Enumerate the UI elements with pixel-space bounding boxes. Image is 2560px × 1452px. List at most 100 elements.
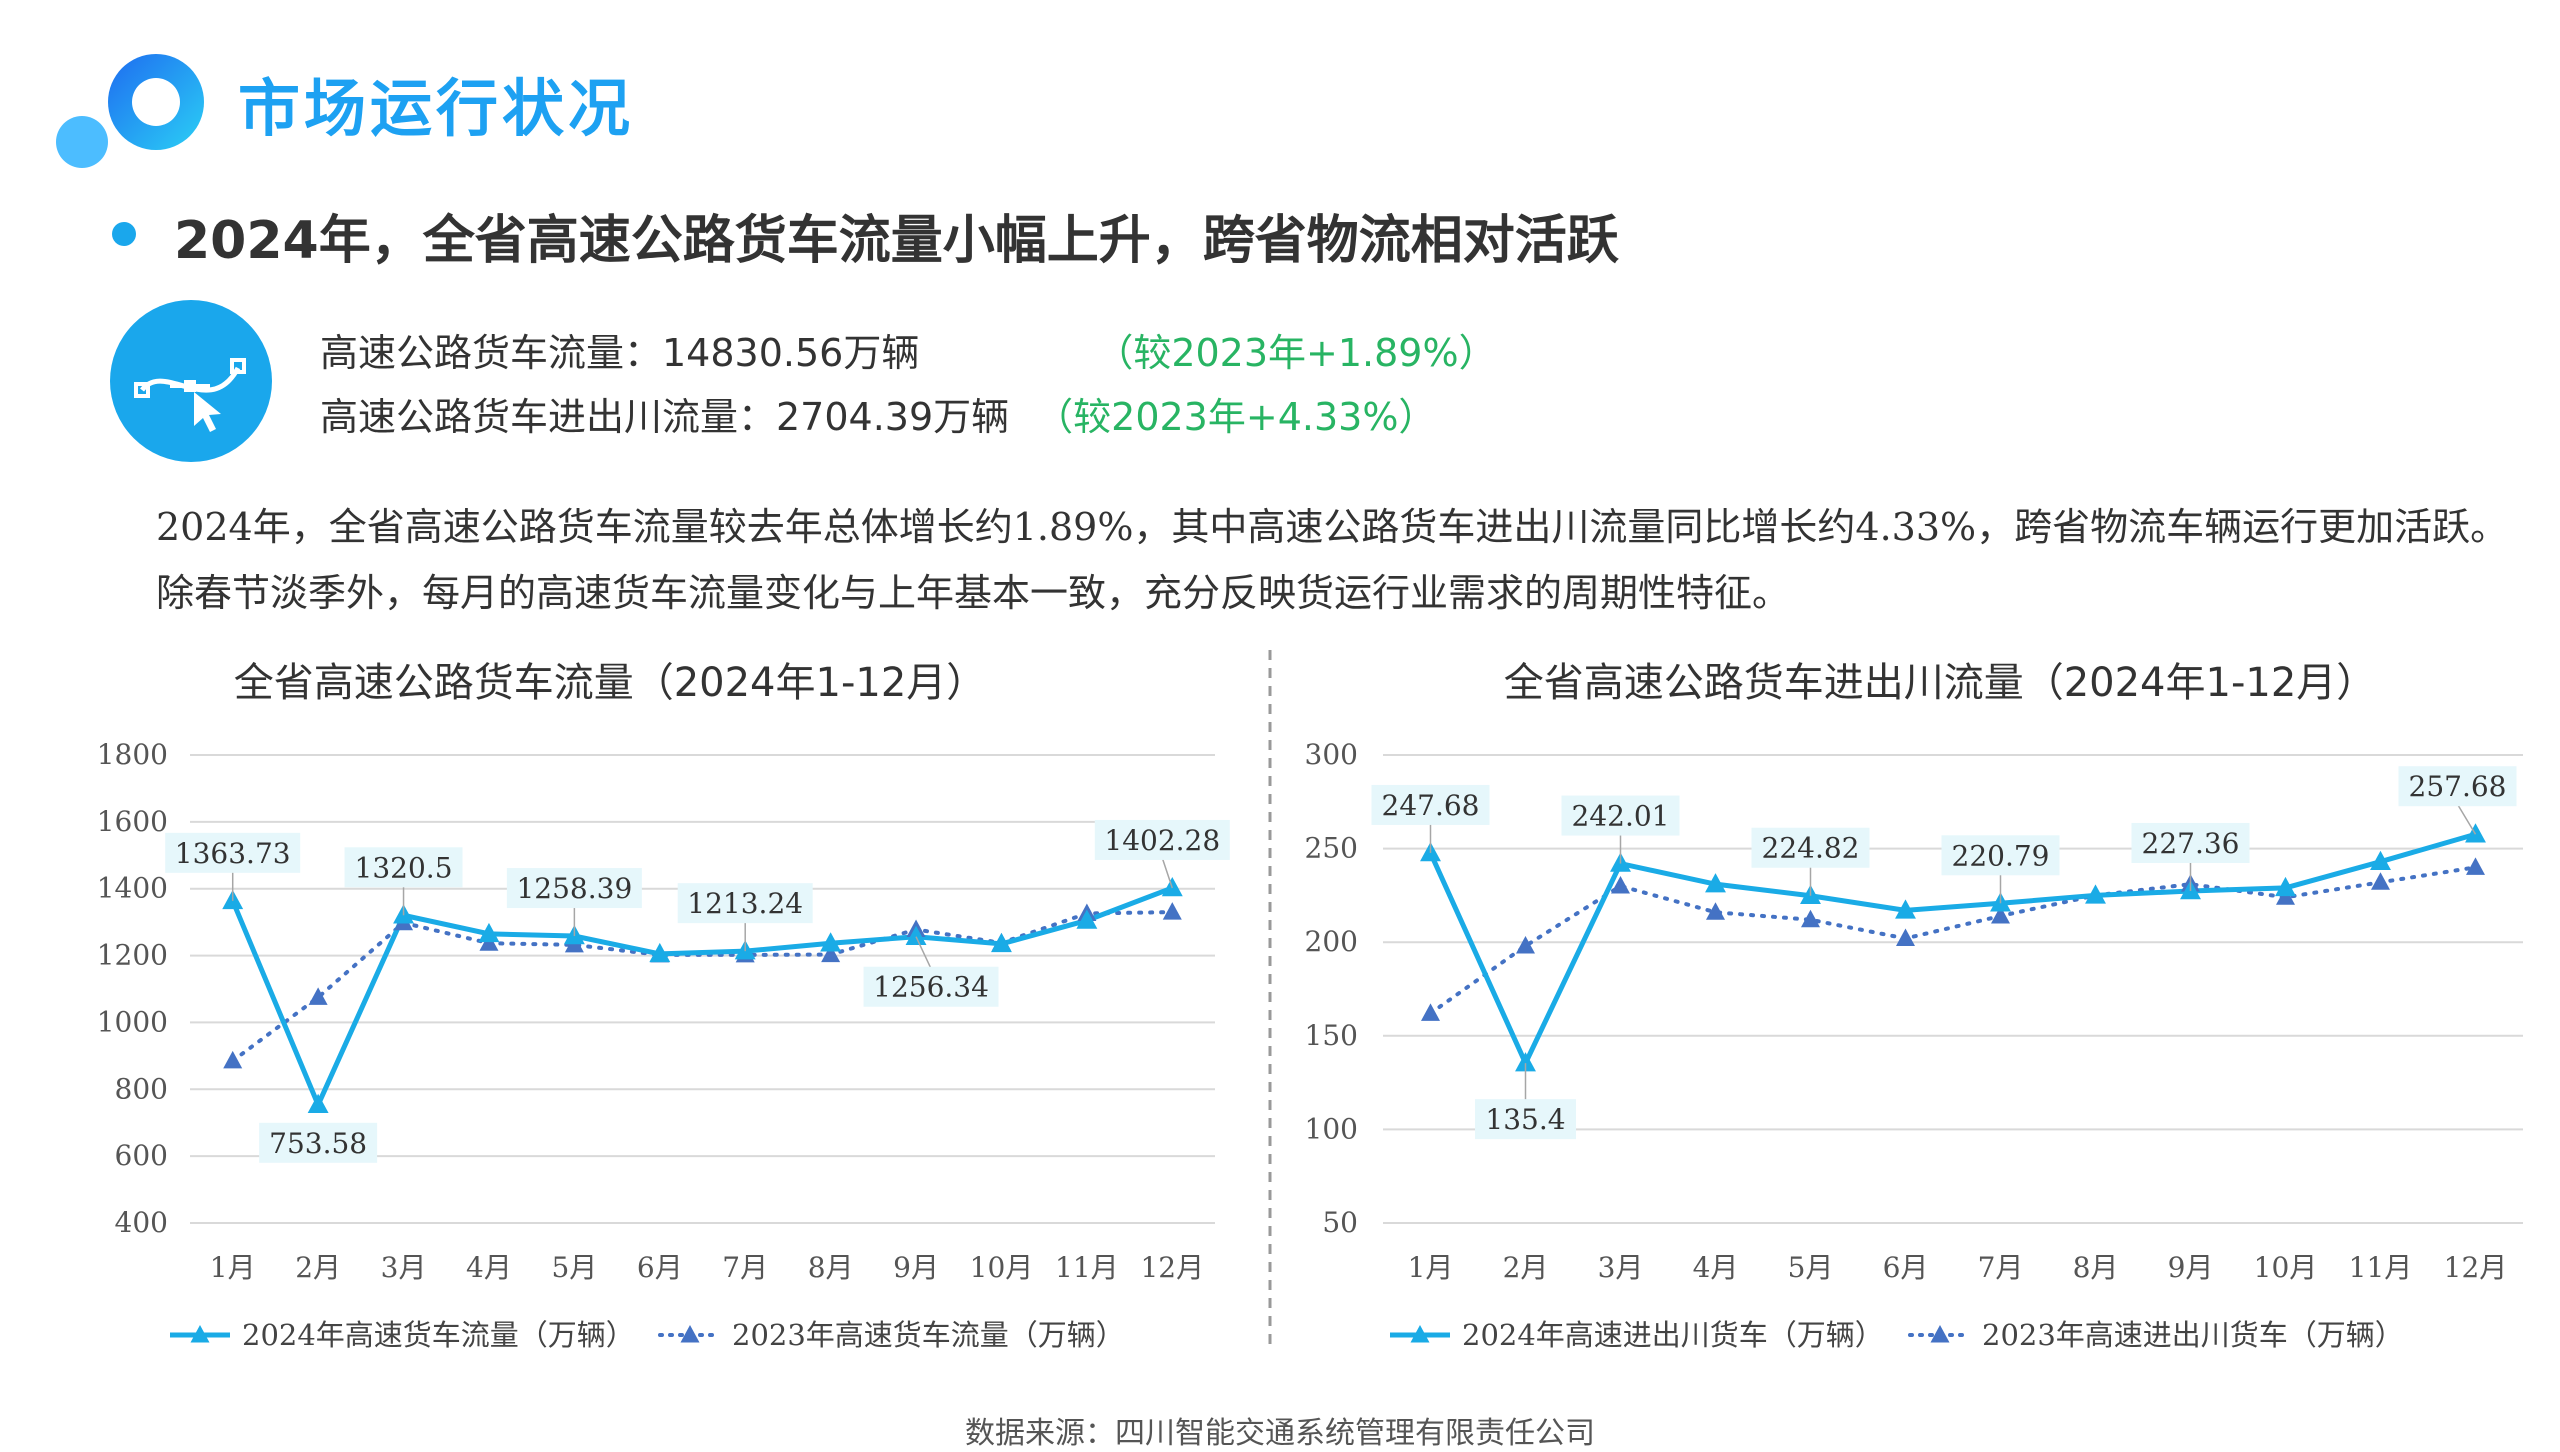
x-tick-label: 9月	[893, 1251, 939, 1284]
data-label: 227.36	[2142, 827, 2240, 860]
page-title: 市场运行状况	[238, 72, 635, 145]
point-2024	[1515, 1052, 1536, 1072]
series-line-2024	[1428, 831, 2477, 1070]
y-tick-label: 250	[1305, 832, 1358, 865]
data-label: 1402.28	[1104, 824, 1220, 857]
data-label: 220.79	[1952, 839, 2050, 872]
data-label: 1256.34	[873, 971, 989, 1004]
legend-item: 2023年高速货车流量（万辆）	[658, 1318, 1125, 1352]
legend-label: 2023年高速货车流量（万辆）	[732, 1318, 1125, 1352]
series-line-2024	[230, 885, 1174, 1112]
data-label-bg	[1561, 795, 1680, 836]
point-2023	[223, 1050, 243, 1069]
y-tick-label: 600	[115, 1139, 168, 1172]
x-tick-label: 2月	[1503, 1251, 1549, 1284]
x-tick-label: 6月	[1883, 1251, 1929, 1284]
point-2023	[1801, 909, 1820, 928]
point-2023	[821, 944, 841, 963]
stat-cross-label: 高速公路货车进出川流量：2704.39万辆	[320, 395, 1010, 439]
data-label: 1363.73	[175, 837, 291, 870]
x-tick-label: 10月	[970, 1251, 1034, 1284]
legend-label: 2024年高速进出川货车（万辆）	[1462, 1318, 1884, 1352]
data-label: 1258.39	[516, 872, 632, 905]
chart-divider	[1268, 650, 1272, 1350]
label-leader	[915, 936, 932, 970]
data-label: 224.82	[1762, 832, 1860, 865]
point-2023	[1162, 902, 1182, 920]
point-2023	[2371, 872, 2390, 890]
x-tick-label: 8月	[2073, 1251, 2119, 1284]
x-tick-label: 7月	[1978, 1251, 2024, 1284]
label-leader	[2456, 803, 2477, 835]
section-subtitle: 2024年，全省高速公路货车流量小幅上升，跨省物流相对活跃	[174, 211, 1619, 271]
point-2023	[2466, 857, 2485, 875]
x-tick-label: 10月	[2254, 1251, 2318, 1284]
legend-marker-icon	[1930, 1325, 1950, 1343]
x-tick-label: 9月	[2168, 1251, 2214, 1284]
y-tick-label: 300	[1305, 738, 1358, 771]
summary-paragraph: 2024年，全省高速公路货车流量较去年总体增长约1.89%，其中高速公路货车进出…	[156, 505, 2509, 615]
y-tick-label: 200	[1305, 925, 1358, 958]
chart-title: 全省高速公路货车进出川流量（2024年1-12月）	[1504, 660, 2377, 706]
data-label: 257.68	[2409, 770, 2507, 803]
point-2024	[2275, 876, 2296, 897]
point-2024	[1705, 873, 1726, 893]
legend-marker-icon	[190, 1325, 210, 1343]
chart-total-flow: 全省高速公路货车流量（2024年1-12月） 1800 1600 1400 1200 10…	[97, 660, 1230, 1352]
data-label: 247.68	[1382, 789, 1480, 822]
x-tick-label: 1月	[1408, 1251, 1454, 1284]
data-label-bg	[506, 868, 642, 909]
point-2023	[1611, 876, 1630, 894]
y-tick-label: 1600	[97, 805, 168, 838]
point-2024	[1076, 909, 1098, 929]
point-2024	[2085, 884, 2106, 904]
y-tick-label: 100	[1305, 1112, 1358, 1145]
point-2023	[1516, 935, 1535, 954]
chart-cross-flow: 全省高速公路货车进出川流量（2024年1-12月） 300 250 200 150 100…	[1305, 660, 2523, 1352]
y-tick-label: 1400	[97, 872, 168, 905]
point-2024	[820, 932, 842, 952]
y-tick-label: 1800	[97, 738, 168, 771]
data-label-bg	[1475, 1099, 1576, 1140]
data-label-bg	[1751, 827, 1870, 868]
y-tick-label: 1200	[97, 939, 168, 972]
point-2024	[2370, 850, 2391, 870]
y-tick-label: 800	[115, 1072, 168, 1105]
brand-logo-icon	[56, 54, 204, 168]
y-tick-label: 400	[115, 1206, 168, 1239]
y-tick-label: 50	[1322, 1206, 1358, 1239]
data-label-bg	[1371, 784, 1490, 825]
legend-marker-icon	[1410, 1325, 1430, 1343]
data-label: 242.01	[1572, 800, 1670, 833]
data-label-bg	[165, 832, 301, 873]
legend-item: 2023年高速进出川货车（万辆）	[1908, 1318, 2404, 1352]
point-2024	[307, 1093, 329, 1114]
legend-item: 2024年高速进出川货车（万辆）	[1390, 1318, 1884, 1352]
bullet-dot	[112, 222, 136, 246]
data-label-bg	[677, 883, 813, 924]
data-label-bg	[1941, 835, 2060, 876]
series-line-2023	[230, 910, 1175, 1063]
label-leader	[1161, 857, 1174, 889]
x-tick-label: 11月	[2349, 1251, 2413, 1284]
x-tick-label: 3月	[1598, 1251, 1644, 1284]
data-label-bg	[1094, 819, 1230, 860]
x-tick-label: 4月	[1693, 1251, 1739, 1284]
data-label-bg	[259, 1122, 378, 1163]
legend-marker-icon	[680, 1325, 700, 1343]
data-source: 数据来源：四川智能交通系统管理有限责任公司	[965, 1416, 1595, 1451]
stat-cross-line: 高速公路货车进出川流量：2704.39万辆 （较2023年+4.33%）	[320, 386, 1436, 441]
x-tick-label: 8月	[808, 1251, 854, 1284]
x-tick-label: 1月	[210, 1251, 256, 1284]
x-tick-label: 11月	[1055, 1251, 1119, 1284]
chart-title: 全省高速公路货车流量（2024年1-12月）	[234, 660, 987, 706]
x-tick-label: 3月	[381, 1251, 427, 1284]
data-label-bg	[863, 966, 999, 1007]
x-tick-label: 12月	[1140, 1251, 1204, 1284]
point-2023	[1421, 1003, 1440, 1021]
point-2024	[649, 942, 671, 963]
x-tick-label: 6月	[637, 1251, 683, 1284]
point-2024	[478, 922, 500, 943]
stat-total-label: 高速公路货车流量：14830.56万辆	[320, 331, 920, 375]
data-label-bg	[344, 847, 463, 888]
